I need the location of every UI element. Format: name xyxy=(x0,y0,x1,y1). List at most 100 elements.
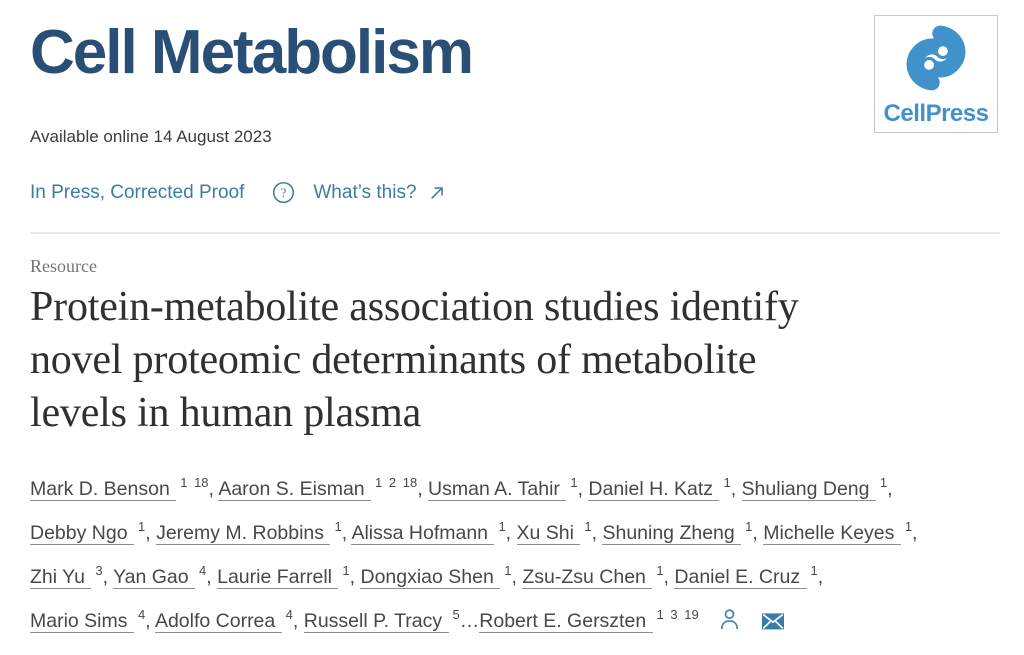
author[interactable]: Daniel H. Katz 1 xyxy=(588,474,731,501)
available-online-date: Available online 14 August 2023 xyxy=(30,127,272,147)
author-affiliation-superscript: 4 xyxy=(137,606,146,622)
author-name-link[interactable]: Daniel E. Cruz xyxy=(674,565,807,589)
author-name-link[interactable]: Mario Sims xyxy=(30,609,134,633)
author-affiliation-superscript: 1 xyxy=(879,474,888,490)
author-separator: , xyxy=(206,565,218,588)
author[interactable]: Yan Gao 4 xyxy=(113,562,207,589)
cellpress-logo[interactable]: CellPress xyxy=(874,15,998,133)
author-separator: , xyxy=(349,565,361,588)
author-name-link[interactable]: Daniel H. Katz xyxy=(588,477,720,501)
author-name-link[interactable]: Adolfo Correa xyxy=(154,609,282,633)
author-separator: , xyxy=(417,477,429,500)
article-type-label: Resource xyxy=(30,256,97,277)
author[interactable]: Daniel E. Cruz 1 xyxy=(674,562,818,589)
author-affiliation-superscript: 4 xyxy=(285,606,293,622)
author[interactable]: Dongxiao Shen 1 xyxy=(360,562,512,589)
author-name-link[interactable]: Russell P. Tracy xyxy=(303,609,449,633)
article-title: Protein-metabolite association studies i… xyxy=(30,281,1000,440)
author-name-link[interactable]: Laurie Farrell xyxy=(217,565,339,589)
author-affiliation-superscript: 1 2 18 xyxy=(375,474,418,490)
external-link-arrow-icon[interactable] xyxy=(428,184,446,202)
author-list-lines: Mark D. Benson 1 18, Aaron S. Eisman 1 2… xyxy=(30,474,917,633)
author-name-link[interactable]: Shuliang Deng xyxy=(741,477,876,501)
author-list: Mark D. Benson 1 18, Aaron S. Eisman 1 2… xyxy=(30,464,1000,644)
author[interactable]: Shuning Zheng 1 xyxy=(602,518,753,545)
cellpress-logo-text: CellPress xyxy=(883,100,989,127)
author-separator: , xyxy=(577,477,589,500)
author[interactable]: Mark D. Benson 1 18 xyxy=(30,475,209,501)
author-name-link[interactable]: Jeremy M. Robbins xyxy=(156,521,331,545)
article-title-line: levels in human plasma xyxy=(30,389,422,436)
author[interactable]: Xu Shi 1 xyxy=(516,518,592,545)
author-name-link[interactable]: Mark D. Benson xyxy=(30,477,177,501)
author-affiliation-superscript: 1 xyxy=(334,518,342,534)
envelope-icon[interactable] xyxy=(761,613,785,636)
author-name-link[interactable]: Zsu-Zsu Chen xyxy=(522,565,653,589)
author-affiliation-superscript: 1 xyxy=(498,518,506,534)
section-divider xyxy=(30,232,1000,235)
article-title-line: Protein-metabolite association studies i… xyxy=(30,284,799,331)
author-affiliation-superscript: 1 xyxy=(342,562,350,578)
author-name-link[interactable]: Michelle Keyes xyxy=(763,521,901,545)
author-separator: , xyxy=(341,521,352,544)
author[interactable]: Michelle Keyes 1 xyxy=(763,518,913,545)
author-affiliation-superscript: 1 xyxy=(723,474,731,490)
author-separator: , xyxy=(505,521,517,544)
author-separator: … xyxy=(459,609,480,632)
author-affiliation-superscript: 1 xyxy=(656,562,664,578)
author-separator: , xyxy=(591,521,603,544)
author-name-link[interactable]: Shuning Zheng xyxy=(602,521,742,545)
author[interactable]: Robert E. Gerszten 1 3 19 xyxy=(479,606,699,633)
author-name-link[interactable]: Zhi Yu xyxy=(30,565,92,589)
author[interactable]: Alissa Hofmann 1 xyxy=(351,518,506,545)
article-title-line: novel proteomic determinants of metaboli… xyxy=(30,337,757,383)
author-name-link[interactable]: Dongxiao Shen xyxy=(360,565,501,589)
author-separator: , xyxy=(208,477,219,500)
author-separator: , xyxy=(887,477,893,500)
author-affiliation-superscript: 4 xyxy=(199,562,207,578)
author-affiliation-superscript: 1 xyxy=(570,474,578,490)
author[interactable]: Shuliang Deng 1 xyxy=(741,474,888,501)
author-name-link[interactable]: Aaron S. Eisman xyxy=(218,477,372,501)
author[interactable]: Laurie Farrell 1 xyxy=(217,562,350,589)
author-separator: , xyxy=(292,609,304,632)
author-affiliation-superscript: 1 xyxy=(904,518,913,534)
in-press-link[interactable]: In Press, Corrected Proof xyxy=(30,181,245,203)
whats-this-link[interactable]: What’s this? xyxy=(313,181,417,203)
author-name-link[interactable]: Debby Ngo xyxy=(30,521,134,545)
author[interactable]: Zhi Yu 3 xyxy=(30,562,103,589)
author-name-link[interactable]: Usman A. Tahir xyxy=(428,477,567,501)
author-name-link[interactable]: Alissa Hofmann xyxy=(351,521,495,545)
author-affiliation-superscript: 1 xyxy=(584,518,592,534)
author[interactable]: Aaron S. Eisman 1 2 18 xyxy=(218,474,418,501)
journal-title: Cell Metabolism xyxy=(30,18,474,87)
author-affiliation-superscript: 1 xyxy=(745,518,753,534)
author-affiliation-superscript: 1 xyxy=(810,562,818,578)
author[interactable]: Adolfo Correa 4 xyxy=(154,606,293,633)
publication-status-row: In Press, Corrected Proof ? What’s this? xyxy=(30,181,1000,204)
author[interactable]: Russell P. Tracy 5 xyxy=(303,606,460,633)
author-separator: , xyxy=(663,565,675,588)
author-affiliation-superscript: 1 xyxy=(504,562,512,578)
author[interactable]: Mario Sims 4 xyxy=(30,606,146,633)
svg-text:?: ? xyxy=(281,185,287,200)
author[interactable]: Debby Ngo 1 xyxy=(30,518,146,545)
author-affiliation-superscript: 1 xyxy=(137,518,146,534)
author[interactable]: Jeremy M. Robbins 1 xyxy=(156,518,342,545)
author-name-link[interactable]: Robert E. Gerszten xyxy=(479,609,653,633)
author[interactable]: Zsu-Zsu Chen 1 xyxy=(522,562,664,589)
author-separator: , xyxy=(752,521,764,544)
author-name-link[interactable]: Yan Gao xyxy=(113,565,196,589)
author-affiliation-superscript: 1 3 19 xyxy=(656,606,699,622)
person-icon[interactable] xyxy=(714,609,746,636)
author-affiliation-superscript: 3 xyxy=(95,562,103,578)
author-affiliation-superscript: 5 xyxy=(452,606,460,622)
question-circle-icon[interactable]: ? xyxy=(272,181,295,204)
cellpress-swirl-icon xyxy=(902,23,970,98)
author-separator: , xyxy=(102,565,114,588)
author-separator: , xyxy=(730,477,742,500)
author-name-link[interactable]: Xu Shi xyxy=(516,521,581,545)
author[interactable]: Usman A. Tahir 1 xyxy=(428,474,578,501)
author-separator: , xyxy=(817,565,824,588)
